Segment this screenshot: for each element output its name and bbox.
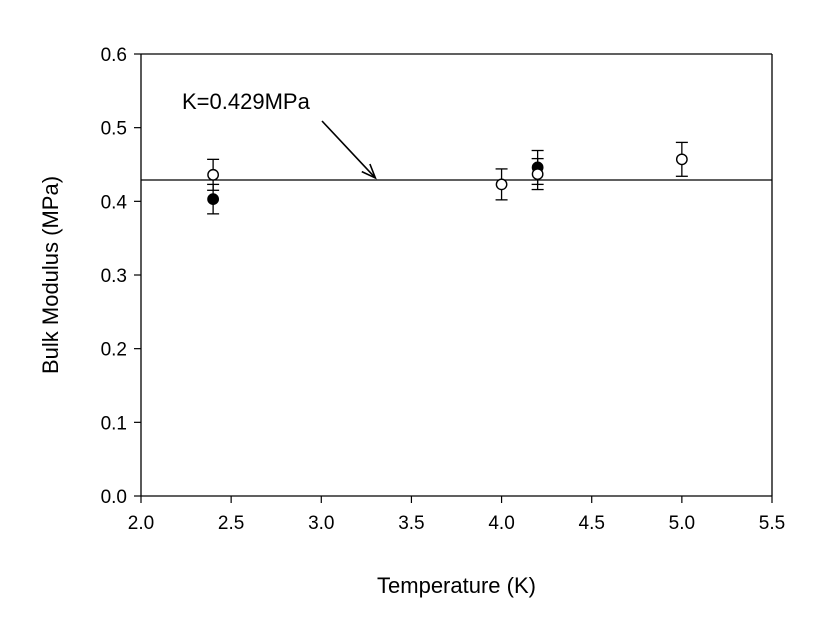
y-tick-label: 0.2 <box>101 340 127 361</box>
x-tick-label: 2.5 <box>218 513 244 534</box>
y-tick-label: 0.4 <box>101 192 128 213</box>
data-series-group <box>207 141 688 215</box>
data-point-open <box>531 168 544 180</box>
data-point-open <box>495 178 508 191</box>
x-axis-title: Temperature (K) <box>377 573 536 598</box>
x-tick-label: 5.5 <box>759 513 785 534</box>
plot-axes: 2.0 2.5 3.0 3.5 4.0 4.5 5.0 5.5 0.0 0.1 0.2 0.3 0.4 0… <box>101 45 786 534</box>
x-tick-label: 3.5 <box>398 513 424 534</box>
data-point-filled <box>207 193 220 206</box>
x-tick-label: 4.0 <box>488 513 514 534</box>
y-tick-label: 0.5 <box>101 119 127 140</box>
x-tick-label: 3.0 <box>308 513 334 534</box>
annotation-arrow-shaft <box>321 120 376 179</box>
annotation-group: K=0.429MPa <box>182 89 377 180</box>
y-tick-label: 0.3 <box>101 266 127 287</box>
annotation-label: K=0.429MPa <box>182 89 311 114</box>
y-tick-label: 0.6 <box>101 45 127 66</box>
x-tick-label: 4.5 <box>579 513 605 534</box>
data-point-open <box>675 153 688 166</box>
data-point-open <box>207 168 220 181</box>
x-tick-label: 5.0 <box>669 513 695 534</box>
annotation-arrow-head <box>361 163 377 180</box>
y-tick-label: 0.1 <box>101 413 127 434</box>
x-tick-label: 2.0 <box>128 513 154 534</box>
y-tick-label: 0.0 <box>101 487 127 508</box>
y-axis-title: Bulk Modulus (MPa) <box>38 176 63 374</box>
